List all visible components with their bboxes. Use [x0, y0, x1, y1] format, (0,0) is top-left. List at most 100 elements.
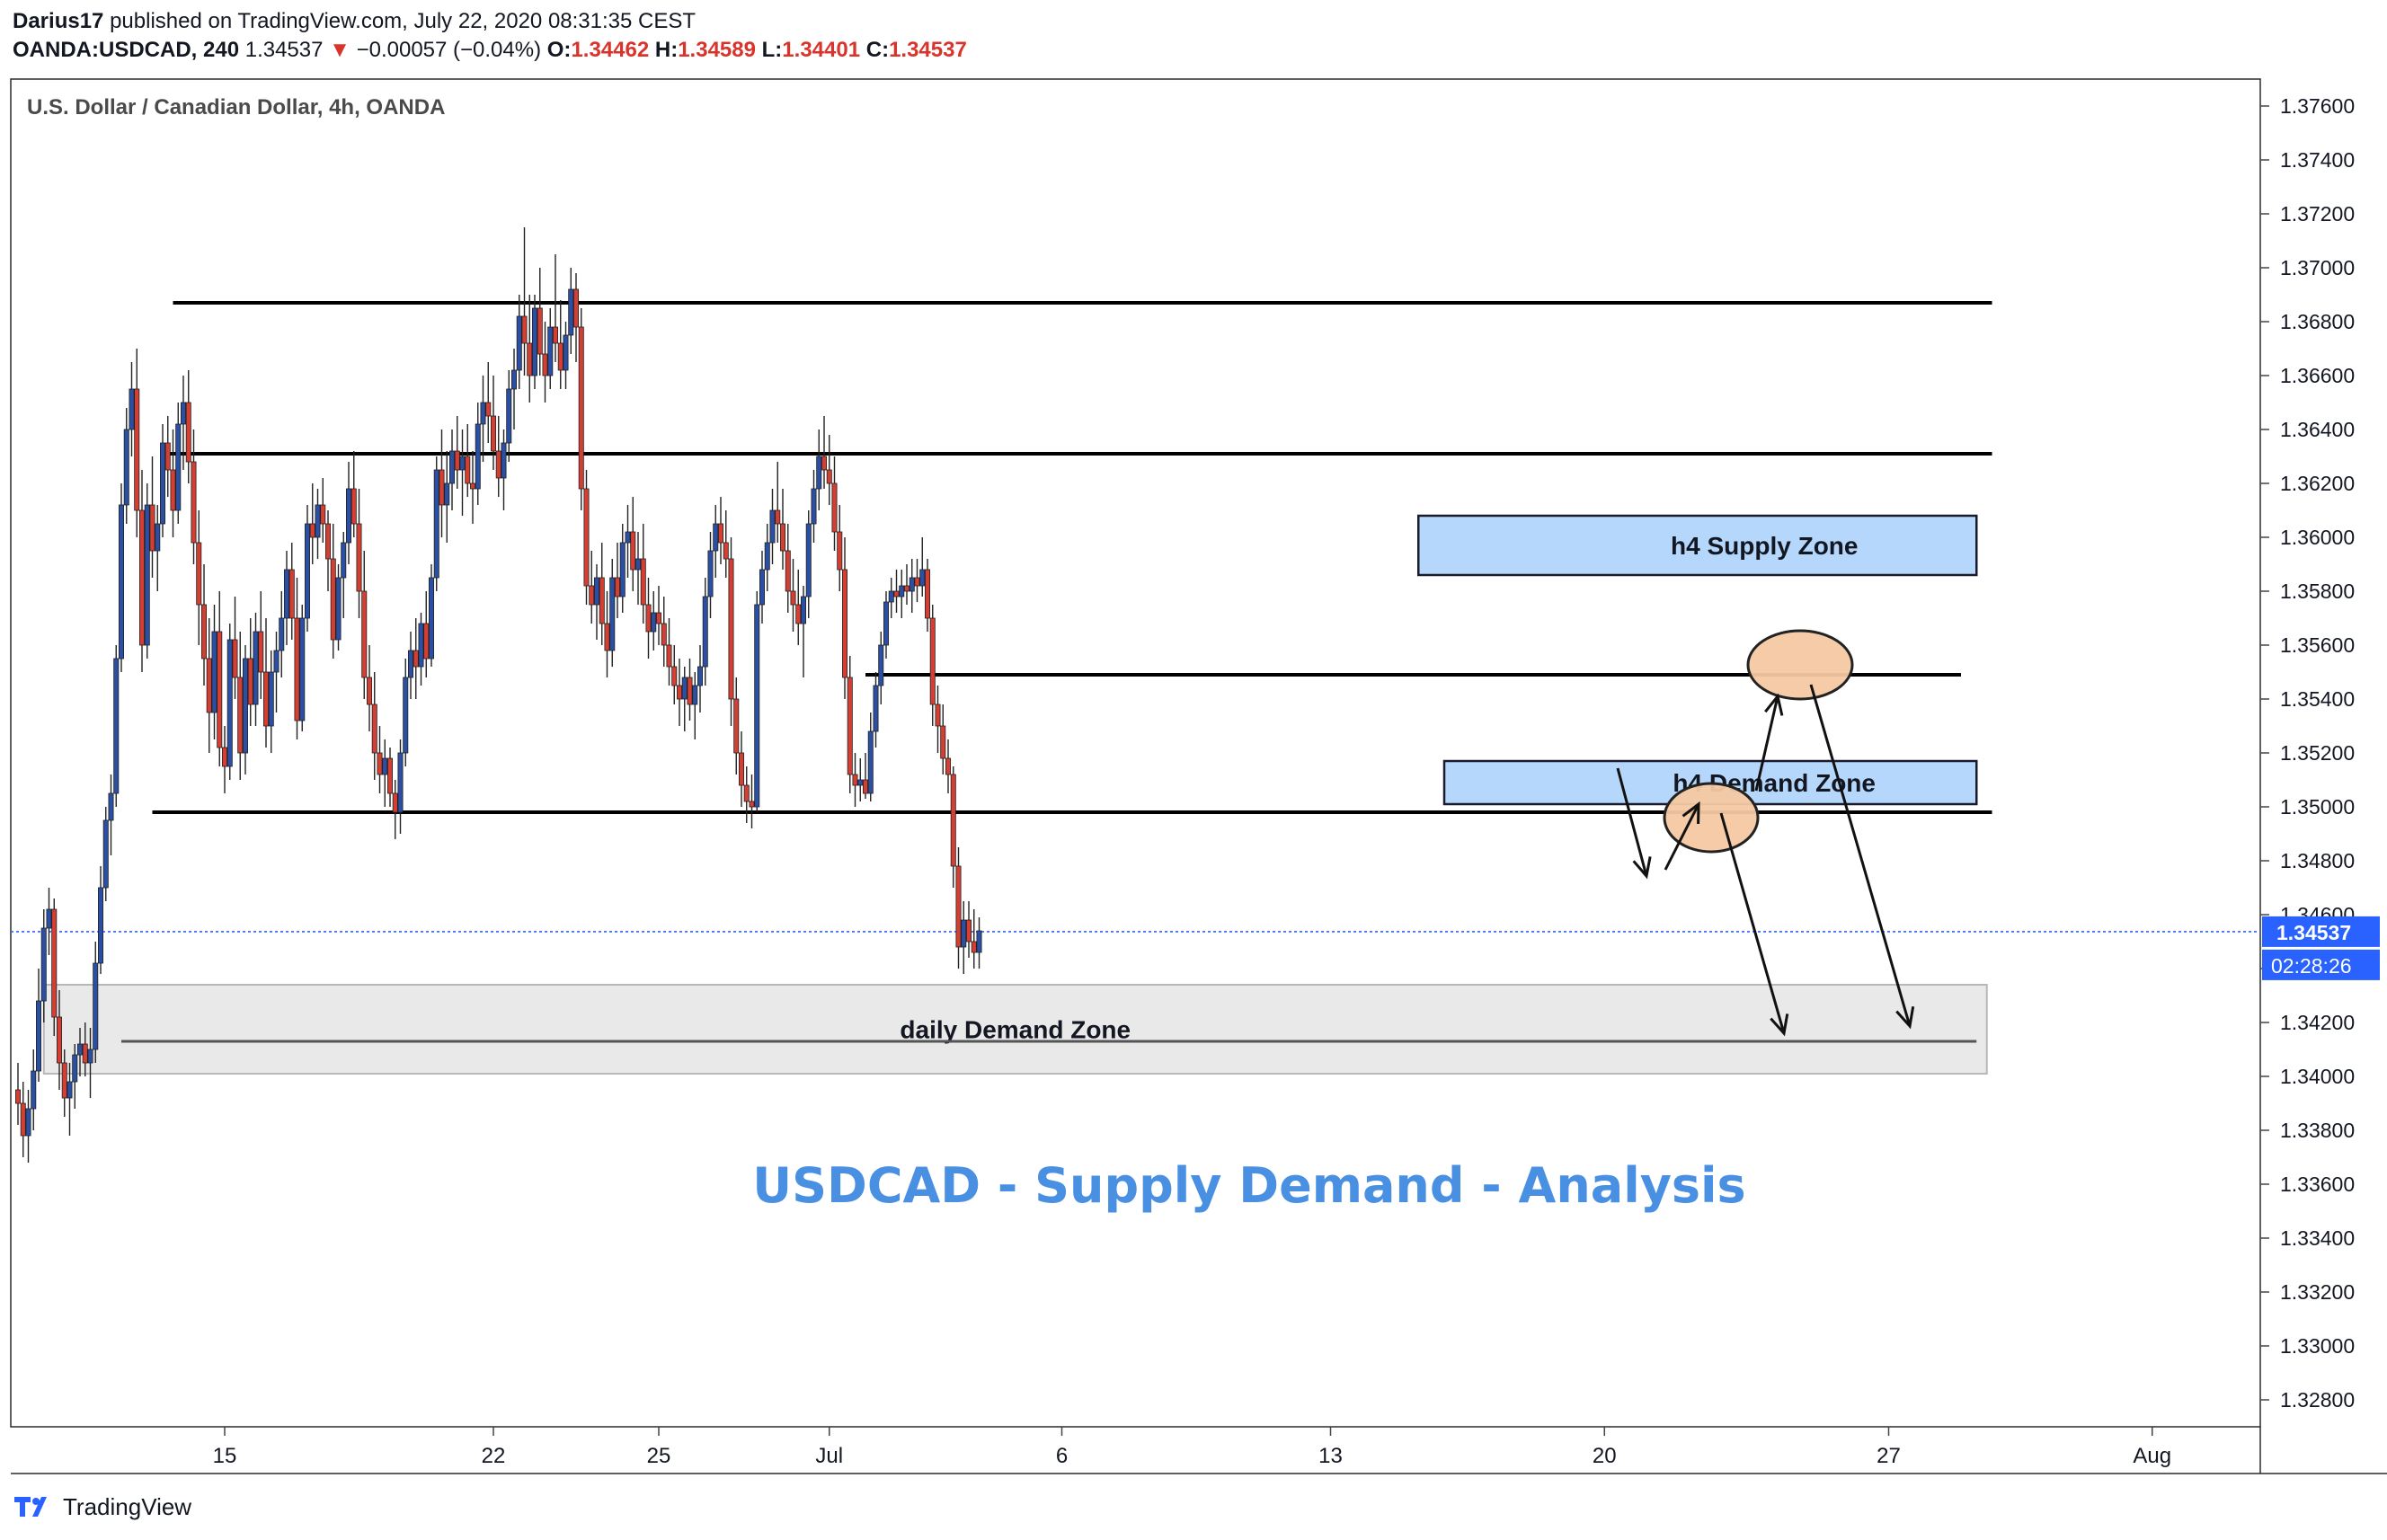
- candle: [821, 416, 828, 489]
- candle: [377, 726, 383, 793]
- candle: [480, 376, 486, 462]
- candle: [609, 559, 616, 667]
- candle-body: [345, 488, 351, 544]
- candle-body: [599, 577, 605, 624]
- candle-body: [883, 601, 890, 646]
- candle-body: [253, 631, 259, 705]
- candle-body: [423, 623, 430, 659]
- candle: [976, 917, 982, 969]
- candle: [439, 429, 445, 537]
- candle-body: [77, 1043, 84, 1056]
- candle: [382, 739, 388, 807]
- candle-body: [98, 887, 104, 964]
- candle-body: [733, 698, 740, 754]
- candle-body: [108, 792, 114, 821]
- candle: [594, 564, 600, 640]
- close-label: C:: [865, 38, 890, 62]
- candle: [341, 532, 347, 618]
- candle-body: [826, 469, 832, 484]
- candle-body: [221, 747, 227, 767]
- candle-body: [377, 752, 383, 775]
- low-label: L:: [761, 38, 783, 62]
- candle: [14, 1063, 21, 1125]
- candle-body: [681, 677, 688, 700]
- candle: [392, 780, 398, 839]
- candle: [532, 295, 538, 389]
- candle-body: [232, 639, 238, 678]
- candle-body: [123, 429, 129, 506]
- candle: [940, 704, 946, 774]
- candle: [563, 322, 569, 389]
- zone-supply: [1417, 514, 1978, 577]
- candle-body: [589, 585, 595, 606]
- candle-body: [553, 326, 559, 344]
- candle: [87, 1028, 93, 1098]
- candle-body: [351, 488, 357, 525]
- candle-body: [118, 504, 124, 659]
- candle: [681, 667, 688, 731]
- candle: [138, 470, 145, 672]
- candle: [961, 901, 967, 974]
- candle-body: [330, 558, 336, 641]
- candle-body: [465, 456, 471, 484]
- y-tick-label: 1.36400: [2280, 418, 2355, 441]
- chart-title: U.S. Dollar / Canadian Dollar, 4h, OANDA: [27, 95, 445, 119]
- candle-body: [386, 757, 393, 794]
- candle-body: [630, 531, 636, 571]
- candle: [542, 322, 548, 403]
- footer-brand[interactable]: TradingView: [13, 1491, 191, 1522]
- candle: [315, 489, 321, 559]
- candle-body: [180, 402, 186, 425]
- candle: [485, 362, 492, 443]
- candle: [893, 570, 900, 613]
- candle: [966, 901, 972, 958]
- author-name[interactable]: Darius17: [13, 9, 104, 33]
- candle-body: [495, 450, 501, 479]
- close-value: 1.34537: [889, 38, 967, 62]
- trend-arrow: [1754, 695, 1779, 792]
- candle: [144, 483, 150, 659]
- price-change: −0.00057 (−0.04%): [356, 38, 542, 62]
- candle: [733, 677, 740, 774]
- candle: [98, 866, 104, 974]
- candle-body: [341, 542, 347, 579]
- candle: [335, 564, 342, 651]
- candle-body: [666, 644, 672, 668]
- candle: [206, 618, 212, 753]
- candle: [677, 659, 683, 726]
- candle: [888, 578, 894, 618]
- candle-body: [200, 604, 207, 659]
- candle-body: [51, 908, 58, 1018]
- candle-body: [283, 569, 289, 619]
- y-tick-label: 1.35000: [2280, 795, 2355, 819]
- candle-body: [785, 550, 791, 592]
- candle-body: [604, 623, 610, 651]
- candle-body: [14, 1089, 21, 1104]
- candle: [242, 645, 248, 774]
- candle-body: [909, 577, 915, 592]
- y-tick-label: 1.35800: [2280, 580, 2355, 603]
- candle: [61, 1049, 67, 1117]
- candle-body: [164, 442, 171, 471]
- x-tick-label: Aug: [2133, 1444, 2171, 1468]
- candle-body: [299, 617, 306, 721]
- candle: [149, 456, 155, 578]
- candle-body: [428, 577, 434, 659]
- candle: [692, 672, 698, 739]
- x-tick-label: 25: [647, 1444, 671, 1468]
- candle: [273, 632, 280, 712]
- candle-body: [578, 326, 584, 490]
- candle-body: [955, 865, 962, 948]
- candle: [299, 605, 306, 731]
- candle-body: [185, 402, 191, 463]
- candle: [501, 429, 507, 510]
- candle: [837, 505, 843, 591]
- candle-body: [144, 504, 150, 646]
- candle: [925, 559, 931, 632]
- candle-body: [170, 469, 176, 511]
- candle: [232, 597, 238, 699]
- candle-body: [268, 671, 274, 727]
- candle: [288, 543, 295, 640]
- candle-body: [831, 482, 838, 533]
